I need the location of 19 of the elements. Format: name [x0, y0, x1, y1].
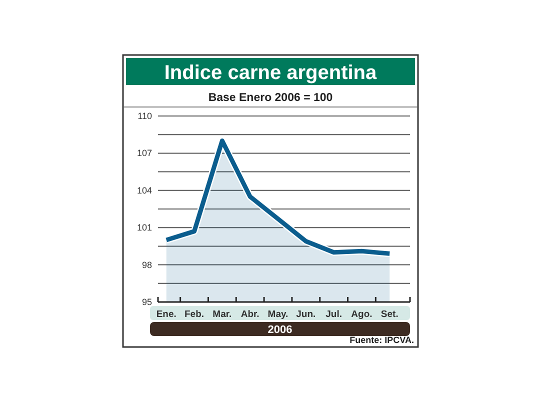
chart-subtitle: Base Enero 2006 = 100 [208, 92, 333, 104]
x-tick-label: Ago. [351, 309, 372, 320]
x-tick-label: Abr. [240, 309, 260, 320]
y-tick-label: 107 [136, 148, 152, 158]
x-tick-label: Mar. [212, 309, 232, 320]
y-tick-label: 104 [136, 185, 152, 196]
x-tick-label: Feb. [184, 309, 204, 320]
x-tick-label: Jul. [326, 309, 342, 320]
chart-title: Indice carne argentina [164, 62, 378, 84]
y-tick-label: 101 [136, 222, 152, 233]
x-tick-label: May. [268, 309, 288, 320]
y-tick-label: 95 [142, 297, 152, 307]
y-tick-label: 98 [142, 260, 152, 270]
x-tick-label: Ene. [156, 309, 176, 320]
x-tick-label: Jun. [296, 309, 316, 320]
source-note: Fuente: IPCVA. [350, 335, 414, 345]
x-tick-label: Set. [380, 309, 398, 320]
x-axis-title: 2006 [268, 324, 292, 336]
y-tick-label: 110 [138, 111, 152, 121]
